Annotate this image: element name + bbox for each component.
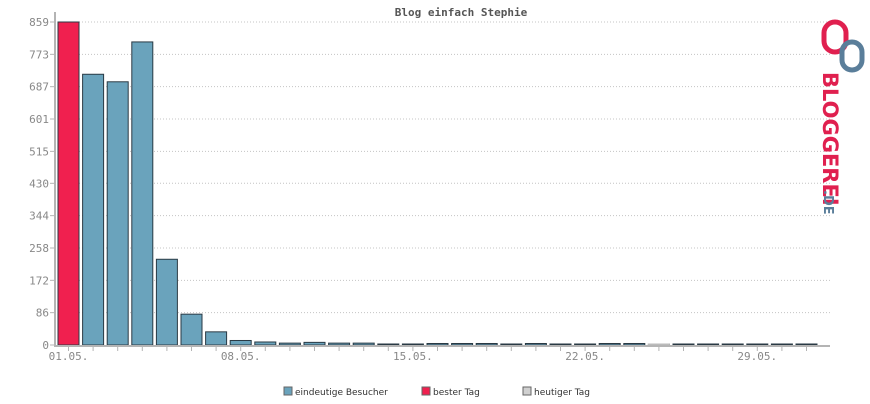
y-tick-label: 430 [29, 177, 49, 190]
bar-29-05 [746, 343, 769, 346]
bar-22-05 [574, 343, 597, 346]
bar-13-05 [352, 342, 375, 346]
legend-swatch [283, 386, 293, 396]
axes-layer: 01.05. 08.05. 15.05. 22.05. 29.05. [49, 12, 830, 363]
bar-19-05 [500, 343, 523, 346]
y-tick-label: 859 [29, 16, 49, 29]
bar-21-05 [549, 343, 572, 346]
x-tick-label: 29.05. [737, 350, 777, 363]
logo-icon [821, 19, 865, 73]
legend-label: heutiger Tag [534, 388, 590, 398]
bar-15-05 [401, 343, 424, 346]
x-tick-label: 22.05. [565, 350, 605, 363]
y-tick-label: 0 [42, 339, 49, 352]
bar-05-05 [155, 258, 178, 346]
y-tick-label: 773 [29, 48, 49, 61]
y-tick-label: 601 [29, 113, 49, 126]
bloggerei-logo: BLOGGEREI .DE [818, 19, 865, 215]
legend-swatch [522, 386, 532, 396]
bar-12-05 [328, 342, 351, 346]
bar-27-05 [697, 343, 720, 346]
bar-02-05 [82, 73, 105, 346]
bar-23-05 [598, 342, 621, 346]
bars-layer [57, 21, 818, 346]
bar-03-05 [106, 81, 129, 346]
bar-04-05 [131, 41, 154, 346]
y-tick-label: 515 [29, 145, 49, 158]
bar-30-05 [770, 343, 793, 346]
bar-28-05 [721, 343, 744, 346]
bar-16-05 [426, 342, 449, 346]
x-tick-label: 08.05. [221, 350, 261, 363]
bar-25-05 [647, 343, 670, 346]
bar-31-05 [795, 343, 818, 346]
legend: eindeutige Besucher bester Tag heutiger Ta… [283, 386, 590, 398]
bar-01-05 [57, 21, 80, 346]
y-tick-label: 344 [29, 210, 49, 223]
bar-26-05 [672, 343, 695, 346]
y-tick-label: 86 [36, 307, 49, 320]
bar-11-05 [303, 341, 326, 346]
bar-10-05 [278, 342, 301, 346]
legend-label: eindeutige Besucher [295, 388, 388, 398]
bar-18-05 [475, 342, 498, 346]
y-tick-label: 687 [29, 81, 49, 94]
x-tick-label: 01.05. [49, 350, 89, 363]
bar-20-05 [524, 342, 547, 346]
bar-14-05 [377, 343, 400, 346]
bar-09-05 [254, 341, 277, 346]
bar-17-05 [451, 342, 474, 346]
chart-title: Blog einfach Stephie [395, 6, 528, 19]
legend-swatch [421, 386, 431, 396]
bar-24-05 [623, 342, 646, 346]
x-tick-label: 15.05. [393, 350, 433, 363]
bar-06-05 [180, 313, 203, 346]
legend-label: bester Tag [433, 388, 480, 398]
logo-suffix: .DE [820, 190, 835, 215]
grid-layer: 0 86 172 258 344 430 515 601 687 773 859 [29, 16, 830, 352]
logo-wordmark: BLOGGEREI [818, 72, 842, 206]
bar-07-05 [205, 331, 228, 346]
y-tick-label: 172 [29, 274, 49, 287]
y-tick-label: 258 [29, 242, 49, 255]
bar-08-05 [229, 339, 252, 346]
